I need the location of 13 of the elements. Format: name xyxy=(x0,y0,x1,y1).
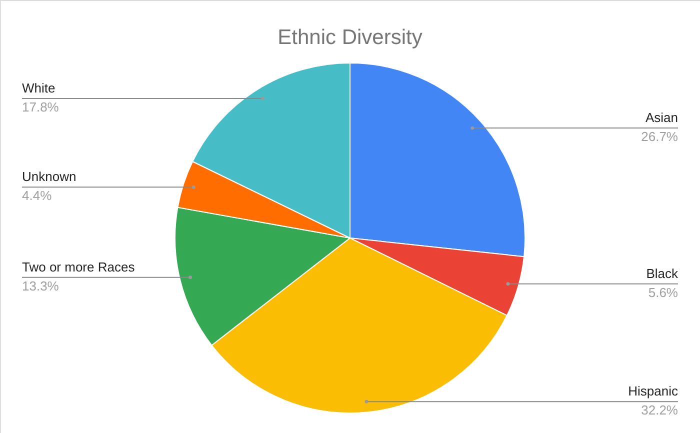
data-label: 4.4% xyxy=(22,188,52,204)
data-label: 17.8% xyxy=(22,100,60,115)
slice-label: Two or more Races xyxy=(22,259,136,274)
chart-title: Ethnic Diversity xyxy=(278,26,423,49)
slice-label: Black xyxy=(646,266,678,281)
data-label: 5.6% xyxy=(648,284,678,300)
slice-label: Asian xyxy=(645,110,678,126)
data-label: 26.7% xyxy=(641,129,678,144)
data-label: 32.2% xyxy=(641,402,678,418)
slice-label: Unknown xyxy=(22,169,76,184)
slice-label: White xyxy=(22,80,56,96)
slice-label: Hispanic xyxy=(628,384,678,399)
data-label: 13.3% xyxy=(22,278,60,294)
